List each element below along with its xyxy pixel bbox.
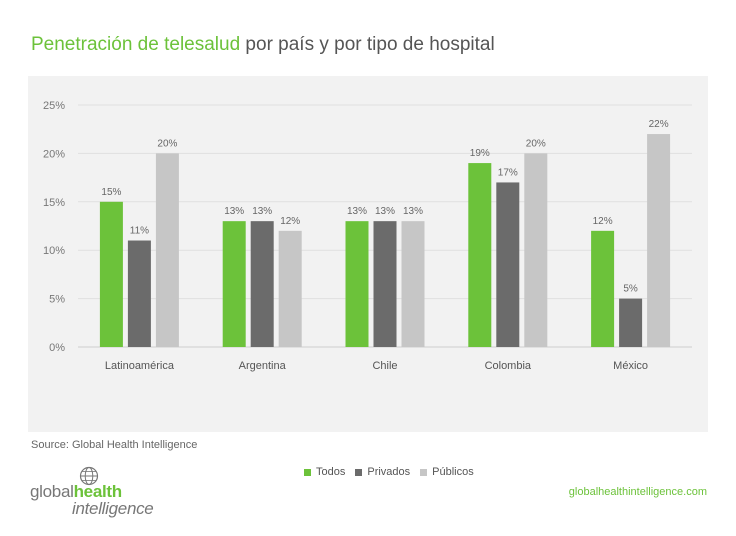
chart-title: Penetración de telesalud por país y por …	[31, 34, 495, 56]
data-label: 5%	[623, 284, 638, 295]
chart-legend: Todos Privados Públicos	[304, 466, 474, 478]
globe-icon	[79, 466, 99, 486]
bar	[619, 298, 643, 347]
category-label: Colombia	[485, 360, 532, 372]
bar-chart: 0% 5% 10% 15% 20% 25% 15% 11% 20% Latinoamérica 13…	[43, 100, 692, 372]
chart-panel: 0% 5% 10% 15% 20% 25% 15% 11% 20% Latinoamérica 13…	[28, 76, 708, 478]
legend-label: Públicos	[432, 466, 474, 478]
data-label: 22%	[649, 119, 669, 130]
legend-swatch	[420, 468, 428, 476]
legend-label: Todos	[316, 466, 346, 478]
bar	[401, 221, 425, 347]
legend-item: Privados	[355, 466, 410, 478]
legend-label: Privados	[367, 466, 411, 478]
logo-text-line1: globalhealth	[30, 482, 122, 502]
logo-part-health: health	[73, 482, 123, 501]
legend-swatch	[355, 468, 363, 476]
bar	[524, 153, 548, 347]
data-label: 12%	[280, 216, 300, 227]
website-link[interactable]: globalhealthintelligence.com	[568, 486, 707, 498]
y-tick-label: 25%	[43, 100, 65, 112]
bar	[222, 221, 246, 347]
bar	[468, 163, 492, 347]
data-label: 17%	[498, 167, 518, 178]
category-label: Latinoamérica	[105, 360, 175, 372]
bar	[647, 134, 671, 347]
chart-title-highlight: Penetración de telesalud	[31, 34, 241, 55]
y-tick-label: 10%	[43, 245, 65, 257]
y-tick-label: 20%	[43, 148, 65, 160]
data-label: 11%	[130, 226, 149, 237]
legend-item: Públicos	[420, 466, 474, 478]
data-label: 19%	[470, 148, 490, 159]
logo-part-global: global	[30, 482, 74, 501]
data-label: 13%	[224, 206, 244, 217]
bar	[278, 230, 302, 347]
category-label: México	[613, 360, 648, 372]
bar	[99, 201, 123, 347]
data-label: 13%	[347, 206, 367, 217]
source-note: Source: Global Health Intelligence	[31, 439, 198, 451]
bar	[345, 221, 369, 347]
company-logo: globalhealth intelligence	[30, 466, 170, 522]
bar	[127, 240, 151, 347]
category-label: Chile	[372, 360, 397, 372]
legend-swatch	[304, 468, 311, 476]
data-label: 13%	[252, 206, 272, 217]
chart-title-rest: por país y por tipo de hospital	[240, 34, 495, 55]
data-label: 20%	[157, 138, 177, 149]
bar	[591, 230, 615, 347]
bar	[250, 221, 274, 347]
bar	[155, 153, 179, 347]
data-label: 12%	[593, 216, 613, 227]
y-tick-label: 15%	[43, 197, 65, 209]
legend-item: Todos	[304, 466, 345, 478]
data-label: 15%	[101, 187, 121, 198]
y-tick-label: 5%	[49, 294, 65, 306]
data-label: 13%	[403, 206, 423, 217]
logo-part-intelligence: intelligence	[72, 499, 154, 518]
bar	[373, 221, 397, 347]
data-label: 20%	[526, 138, 546, 149]
bar	[496, 182, 520, 347]
data-label: 13%	[375, 206, 395, 217]
y-tick-label: 0%	[49, 342, 65, 354]
category-label: Argentina	[239, 360, 287, 372]
